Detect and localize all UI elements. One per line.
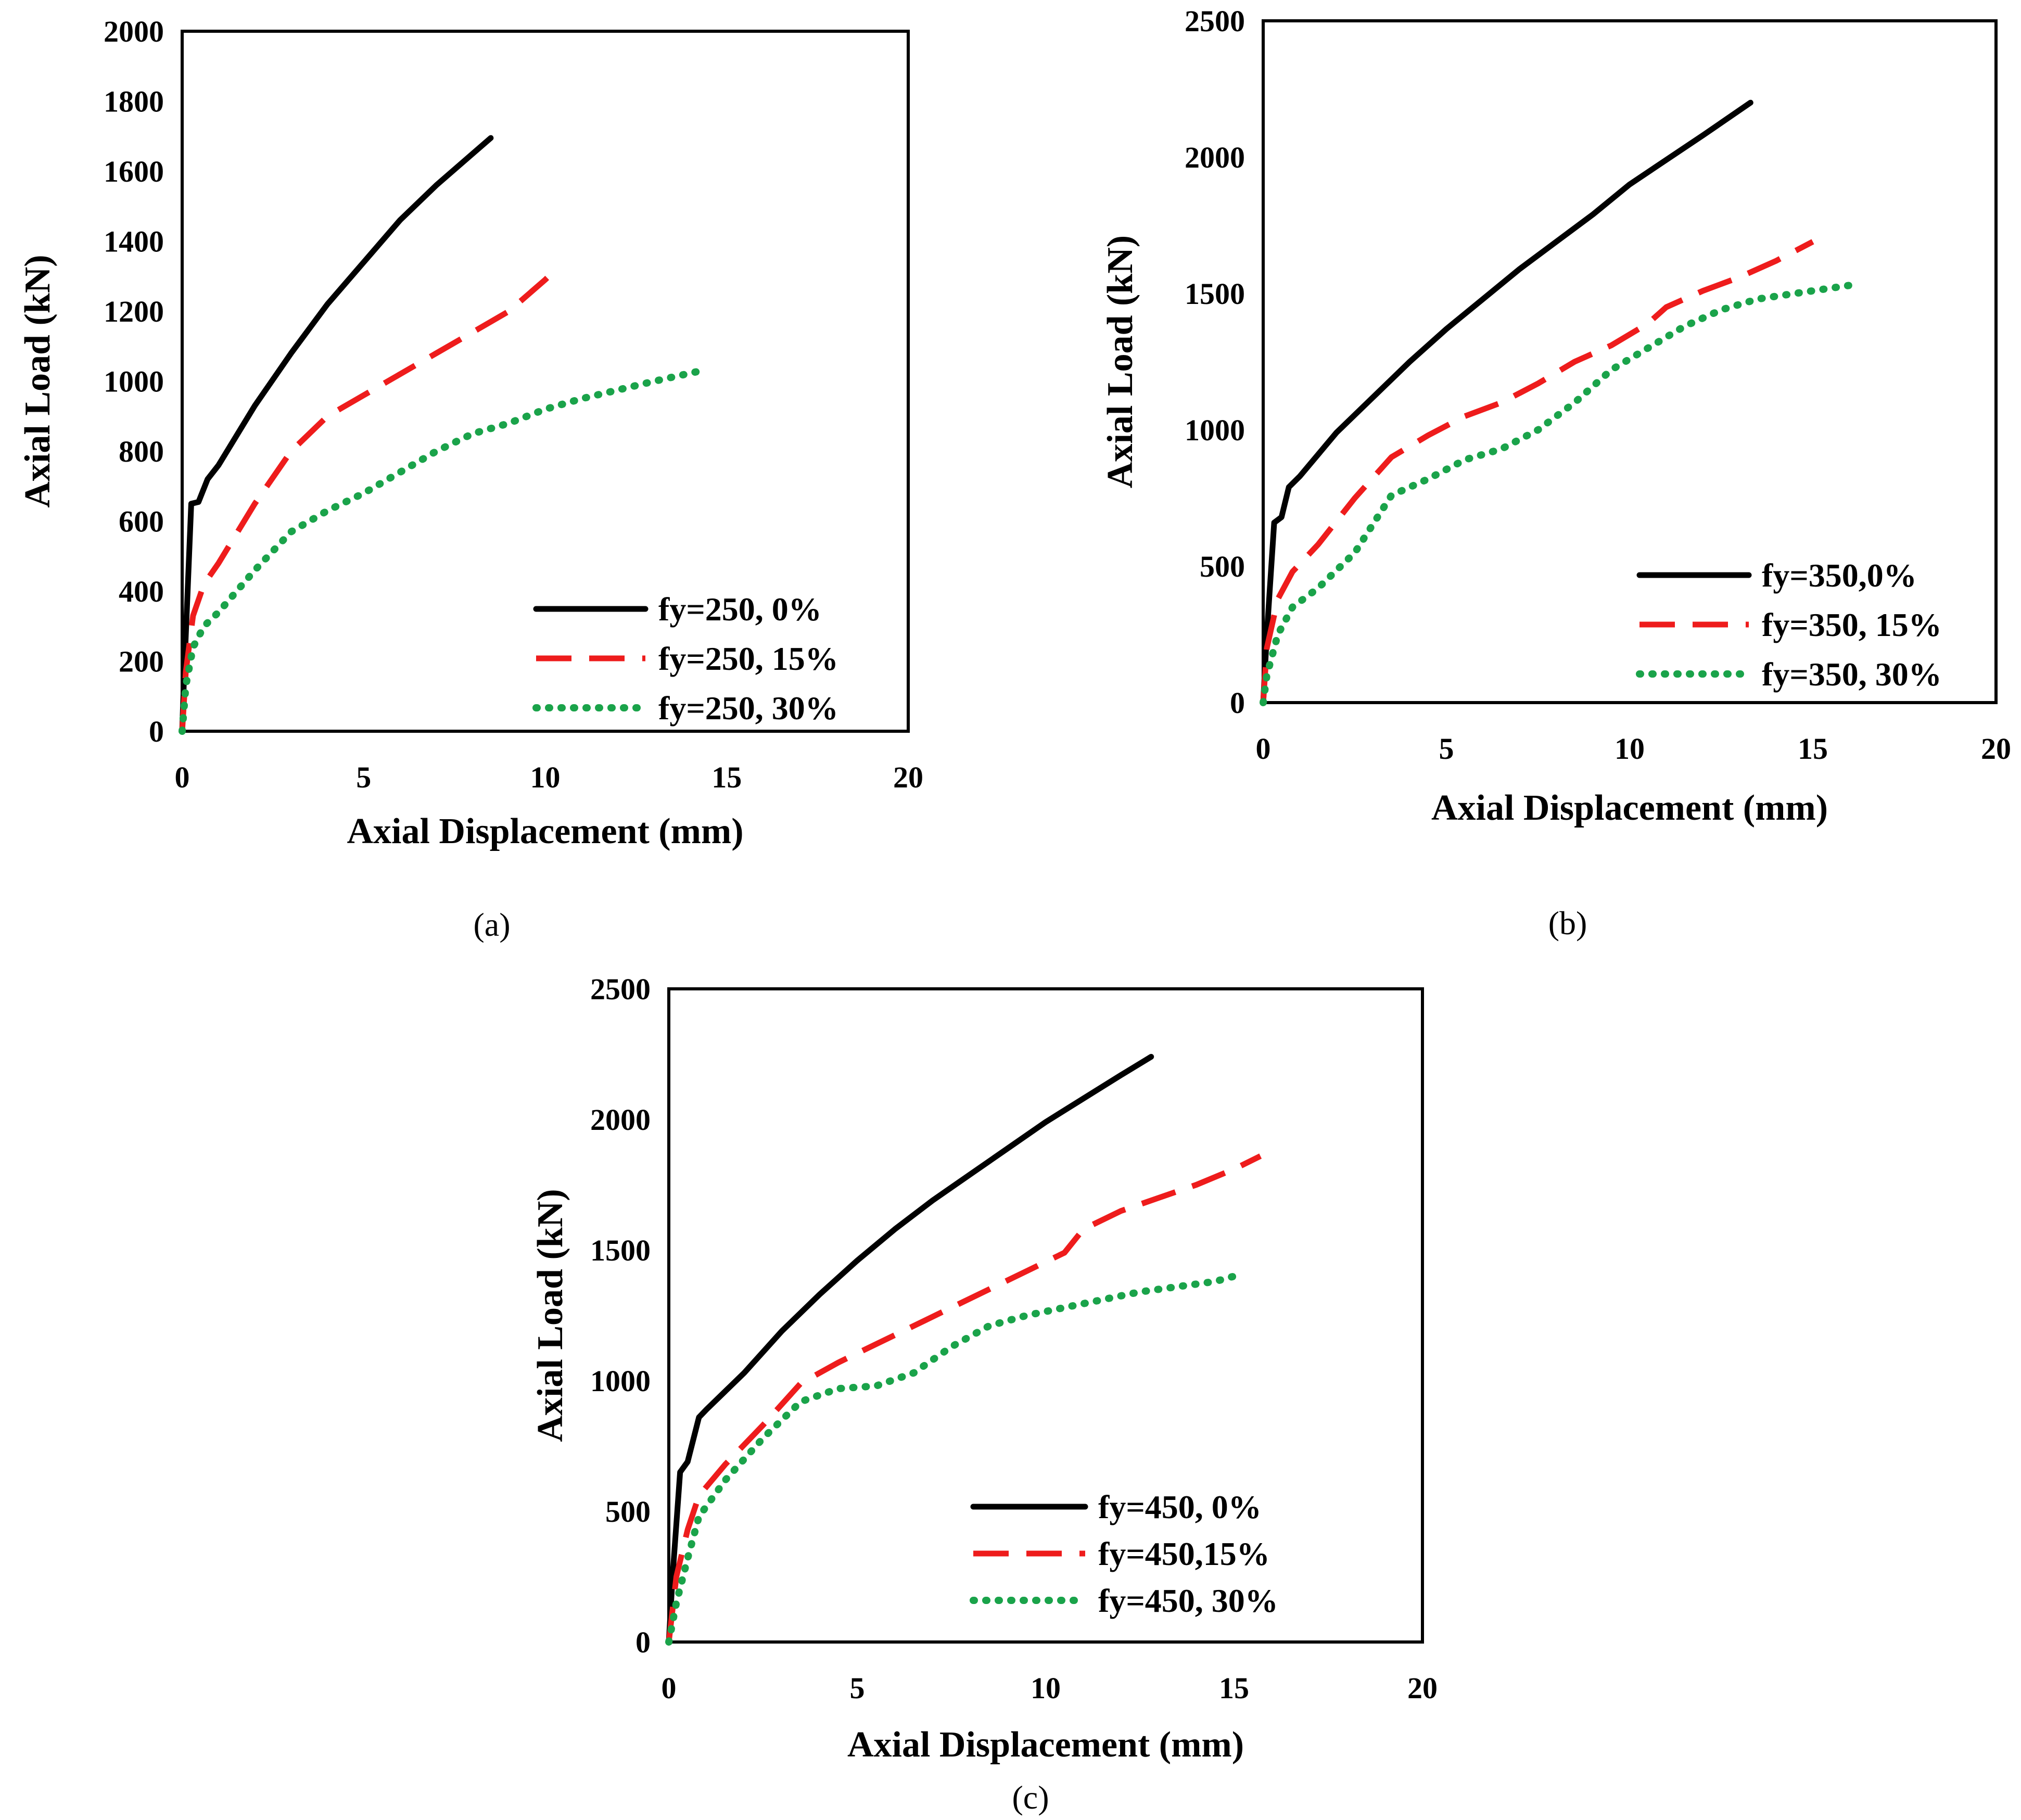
y-tick-label: 0 [149,715,164,748]
y-tick-label: 1400 [104,225,164,259]
plot-frame [181,30,910,733]
legend-label: fy=350,0% [1762,557,1917,594]
y-tick-label: 1000 [590,1364,651,1398]
y-tick-label: 2000 [590,1103,651,1137]
y-tick-label: 200 [119,645,164,679]
legend-label: fy=250, 15% [658,640,838,677]
x-tick-label: 20 [1407,1671,1438,1705]
legend-label: fy=350, 30% [1762,656,1942,693]
x-tick-label: 10 [530,760,561,794]
x-tick-label: 20 [893,760,923,794]
x-tick-label: 0 [662,1671,677,1705]
y-tick-label: 400 [119,575,164,608]
plot-frame [1262,19,1998,704]
plot-frame [667,987,1424,1644]
x-tick-label: 5 [356,760,371,794]
legend-label: fy=250, 0% [658,591,822,628]
y-tick-label: 2500 [1185,4,1245,38]
y-tick-label: 2000 [104,15,164,48]
x-tick-label: 20 [1981,732,2011,766]
x-tick-label: 10 [1031,1671,1061,1705]
series-line-3 [179,367,705,735]
panel-caption: (b) [1548,905,1587,941]
chart-a: 0 200 400 600 800 1000 1200 1400 1600 1800 2000 0 5 1… [18,15,923,943]
series-line-2 [179,271,555,732]
panel-caption: (c) [1012,1779,1049,1816]
series-line-3 [665,1272,1238,1646]
y-tick-label: 1800 [104,85,164,119]
y-axis-title: Axial Load (kN) [530,1189,570,1442]
series-line-1 [1260,99,1753,706]
legend-label: fy=350, 15% [1762,606,1942,643]
y-tick-label: 0 [635,1625,651,1659]
y-tick-label: 1600 [104,155,164,188]
x-axis-title: Axial Displacement (mm) [847,1725,1244,1765]
y-tick-label: 500 [1200,550,1245,583]
legend-label: fy=450, 30% [1098,1582,1278,1619]
x-axis-title: Axial Displacement (mm) [1431,788,1828,828]
y-tick-label: 1500 [1185,277,1245,311]
y-tick-label: 800 [119,435,164,468]
y-tick-label: 1200 [104,295,164,328]
panel-caption: (a) [473,906,510,943]
y-axis-title: Axial Load (kN) [1100,235,1140,488]
series-line-1 [179,135,494,734]
x-tick-label: 15 [1798,732,1828,766]
chart-b: 0 500 1000 1500 2000 2500 0 5 10 15 20 Axial Displa… [1100,4,2011,941]
legend-label: fy=250, 30% [658,690,838,727]
x-tick-label: 15 [1219,1671,1249,1705]
legend-label: fy=450, 0% [1098,1488,1262,1525]
x-tick-label: 10 [1615,732,1645,766]
legend-label: fy=450,15% [1098,1535,1270,1572]
series-line-2 [1260,239,1814,703]
series-line-2 [666,1153,1262,1643]
y-tick-label: 500 [605,1495,651,1529]
y-tick-label: 600 [119,505,164,539]
x-tick-label: 5 [1439,732,1454,766]
series-line-3 [1260,282,1853,706]
y-tick-label: 2500 [590,972,651,1006]
y-tick-label: 2000 [1185,141,1245,174]
y-tick-label: 1500 [590,1233,651,1267]
y-tick-label: 0 [1230,686,1245,720]
x-tick-label: 0 [1256,732,1271,766]
y-tick-label: 1000 [1185,413,1245,447]
chart-c: 0 500 1000 1500 2000 2500 0 5 10 15 20 Axial Displa… [530,972,1438,1816]
y-tick-label: 1000 [104,365,164,399]
x-tick-label: 15 [711,760,742,794]
y-axis-title: Axial Load (kN) [18,254,58,507]
x-axis-title: Axial Displacement (mm) [347,811,743,851]
x-tick-label: 0 [175,760,190,794]
series-line-1 [666,1054,1154,1645]
x-tick-label: 5 [850,1671,865,1705]
